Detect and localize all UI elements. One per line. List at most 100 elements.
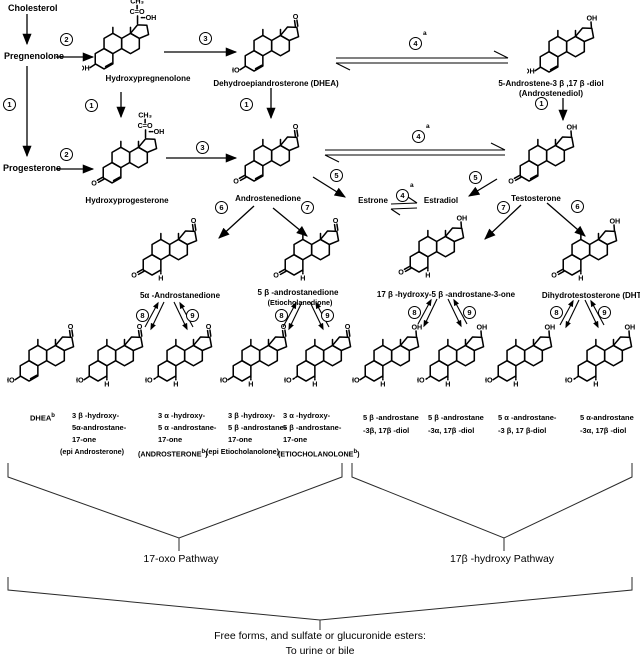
structure-b5: HO O H [281,320,362,396]
reaction-arrow [312,176,346,198]
svg-text:OH: OH [476,322,487,331]
svg-text:O: O [398,268,404,277]
compound-label-b3-3: 17-one [158,435,183,444]
step-superscript-a: a [423,30,427,37]
svg-text:CH₃: CH₃ [130,0,144,6]
structure-b1: HO O [4,320,85,396]
steroid-skeleton: OHCH₃C=OOH [79,0,157,73]
compound-label-etiocholanolone: (ETIOCHOLANOLONEb) [278,447,360,459]
reaction-arrow [546,202,586,237]
compound-label-dhea: Dehydroepiandrosterone (DHEA) [213,79,339,88]
svg-text:O: O [333,216,339,225]
steroid-skeleton: O O H [273,216,340,283]
structure-dhea: HO O [229,10,310,86]
svg-text:H: H [425,271,430,280]
pathway-brackets [7,463,633,630]
svg-text:HO: HO [232,66,240,75]
svg-text:OH: OH [624,322,635,331]
pathway-label-17b-hydroxy: 17β -hydroxy Pathway [449,553,555,565]
step-circle-3: 3 [199,32,212,45]
compound-label-b9-2: -3α, 17β -diol [580,426,627,435]
svg-text:HO: HO [485,376,493,385]
compound-label-dhea-b-part: b [51,413,55,419]
svg-text:O: O [551,271,557,280]
compound-label-estradiol: Estradiol [423,196,459,205]
steroid-skeleton: O O H [131,216,198,283]
equilibrium-line [335,62,351,71]
steroid-skeleton: HO O H [281,322,352,389]
interconversion-arrow [288,301,303,331]
compound-label-etiocholanolone-part: ) [357,449,360,459]
svg-text:H: H [513,380,518,389]
compound-label-b5-2: 5 β -androstane- [283,423,342,432]
compound-label-androstenedione: Androstenedione [235,194,301,203]
compound-label-b8-2: -3 β, 17 β-diol [498,426,547,435]
interconversion-arrow [559,299,574,326]
equilibrium-arrows [324,50,509,216]
step-circle-8: 8 [408,306,421,319]
step-circle-5: 5 [469,171,482,184]
compound-label-epi-etiocholanolone-part: (epi Etiocholanolone) [206,447,280,456]
structure-ohb5: O OH H [397,211,475,287]
equilibrium-line [390,208,401,216]
step-circle-9: 9 [321,309,334,322]
step-circle-1: 1 [3,98,16,111]
svg-text:O: O [345,322,351,331]
bracket-excretion [7,577,633,630]
structure-hydroxypregnenolone: OHCH₃C=OOH [79,0,160,86]
steroid-skeleton: HO OH H [482,322,555,389]
compound-label-etiocholanedione-2: (Etiocholanedione) [267,298,333,307]
svg-text:OH: OH [411,322,422,331]
svg-text:O: O [131,271,137,280]
step-circle-8: 8 [136,309,149,322]
steroid-skeleton: OH OH [524,13,597,75]
steroid-skeleton: O OH H [398,213,467,280]
compound-label-b2-3: 17-one [72,435,97,444]
compound-label-epi-androsterone-part: (epi Androsterone) [60,447,125,456]
compound-label-etiocholanedione: 5 β -androstanedione [257,288,339,297]
steroid-skeleton: HO O [229,12,300,75]
svg-text:HO: HO [352,376,360,385]
step-circle-7: 7 [497,201,510,214]
bracket-17-oxo [7,463,343,551]
compound-label-etiocholanolone-part: b [353,449,358,455]
steroid-skeleton: HO O H [217,322,288,389]
step-circle-1: 1 [85,99,98,112]
steroid-skeleton: HO OH H [349,322,422,389]
step-superscript-a: a [426,123,430,130]
svg-text:H: H [380,380,385,389]
structure-androstenediol: OH OH [524,11,605,87]
steroid-skeleton: HO O [4,322,75,385]
svg-text:OH: OH [154,127,165,136]
svg-text:H: H [578,274,583,283]
step-circle-7: 7 [301,201,314,214]
step-circle-3: 3 [196,141,209,154]
interconversion-arrow [417,298,432,325]
svg-text:H: H [312,380,317,389]
footer-line-2: To urine or bile [285,645,355,657]
step-circle-8: 8 [275,309,288,322]
svg-text:O: O [191,216,197,225]
steroid-skeleton: HO O H [73,322,144,389]
compound-label-b3-1: 3 α -hydroxy- [158,411,206,420]
svg-text:HO: HO [220,376,228,385]
svg-text:HO: HO [7,376,15,385]
compound-label-dht: Dihydrotestosterone (DHT) [541,291,640,300]
structure-b9: HO OH H [562,320,640,396]
compound-label-b2-1: 3 β -hydroxy- [72,411,120,420]
step-circle-5: 5 [330,169,343,182]
interconversion-arrow [423,298,438,328]
compound-label-b5-3: 17-one [283,435,308,444]
compound-label-b4-2: 5 β -androstane- [228,423,287,432]
equilibrium-line [490,142,506,151]
svg-text:O: O [281,322,287,331]
compound-label-testosterone: Testosterone [511,194,561,203]
reaction-arrow [468,178,498,197]
equilibrium-line [390,207,418,210]
compound-label-17b-hydroxy-5b-androstane-3-one: 17 β -hydroxy-5 β -androstane-3-one [376,290,516,299]
svg-text:CH₃: CH₃ [138,111,152,120]
svg-text:H: H [104,380,109,389]
